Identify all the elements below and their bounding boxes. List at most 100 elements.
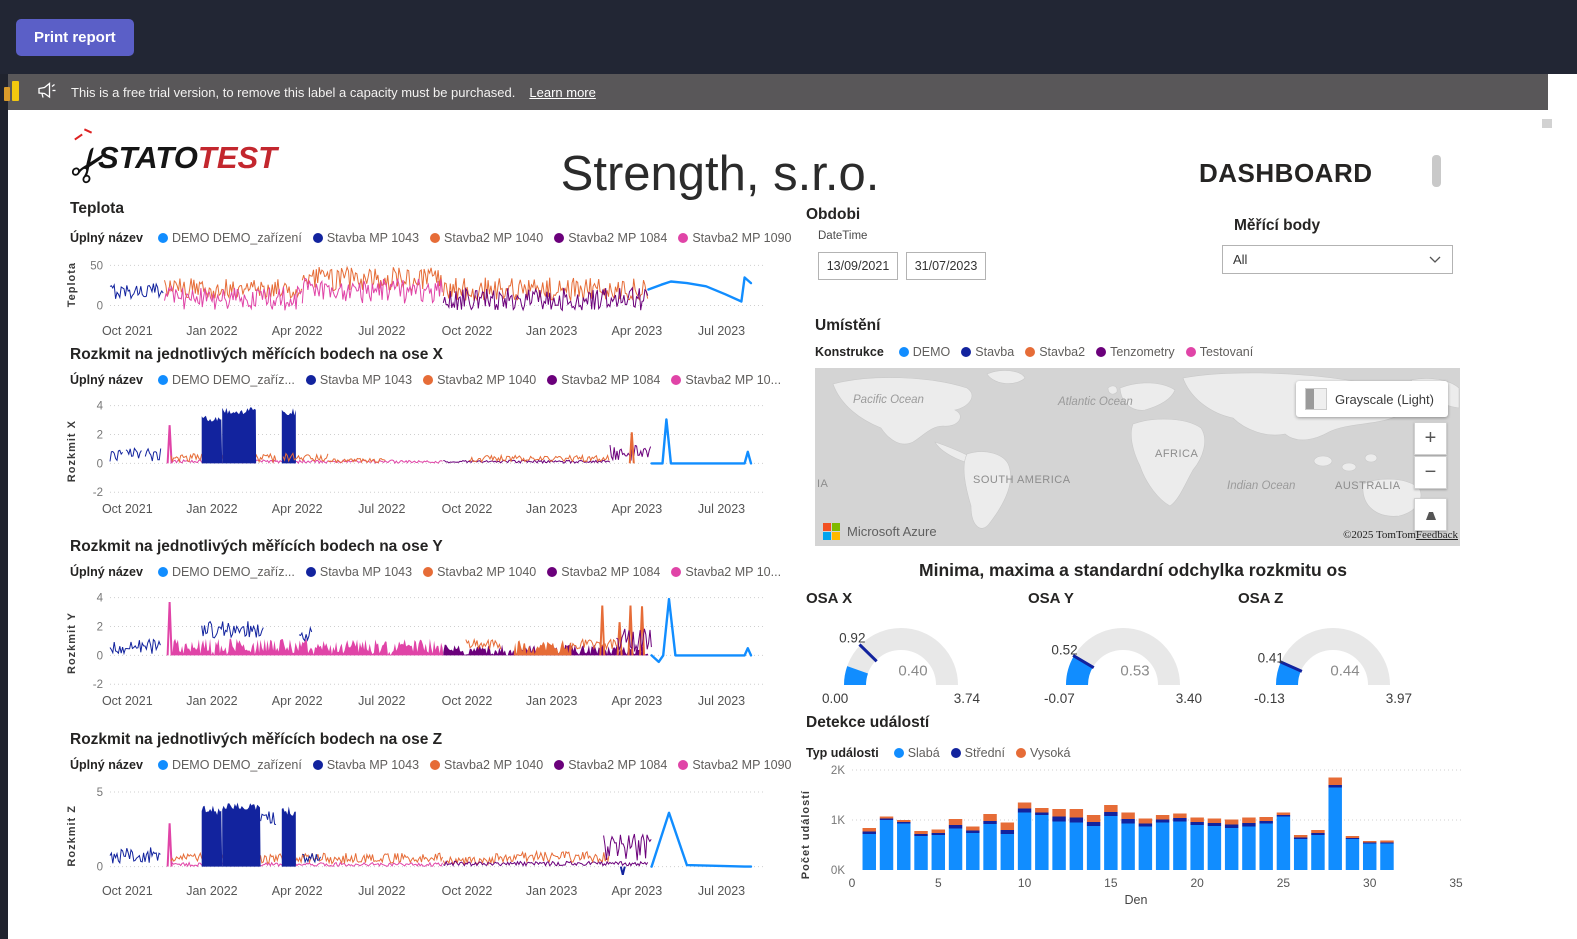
legend-item[interactable]: DEMO DEMO_zaříz... [157,565,295,579]
rozkmit-z-chart[interactable]: 0 5 Oct 2021 Jan 2022 Apr 2022 Jul 2022 Oct 20… [60,778,765,900]
legend-item[interactable]: Stavba MP 1043 [312,758,419,772]
map-style-button[interactable]: Grayscale (Light) [1296,381,1448,417]
legend-item[interactable]: Tenzometry [1096,345,1175,359]
learn-more-link[interactable]: Learn more [529,84,596,100]
gauge-max: 3.74 [953,691,980,706]
svg-text:Oct 2021: Oct 2021 [102,884,153,898]
svg-text:Jan 2022: Jan 2022 [186,694,237,708]
legend-item[interactable]: DEMO DEMO_zaříz... [157,373,295,387]
azure-attribution: Microsoft Azure [823,523,937,540]
report-title: Strength, s.r.o. [560,147,880,201]
legend-item[interactable]: Stavba MP 1043 [312,231,419,245]
legend-item-label: DEMO DEMO_zaříz... [171,373,295,387]
legend-item[interactable]: Stavba2 MP 1090 [678,758,792,772]
legend-item-label: Stavba2 MP 1090 [692,231,792,245]
legend-item-label: Stavba2 MP 10... [685,565,782,579]
legend-dot [312,233,323,243]
map-pitch-button[interactable] [1414,498,1447,531]
chart-title-rozkmit-y: Rozkmit na jednotlivých měřících bodech … [70,538,443,555]
print-report-button[interactable]: Print report [16,19,134,56]
legend-item-label: Vysoká [1029,746,1071,760]
world-map[interactable]: Grayscale (Light) + − Microsoft Azure ©2… [815,368,1460,546]
gauge-current-value: 0.40 [898,662,928,680]
legend-item[interactable]: Stavba MP 1043 [305,373,413,387]
legend-item[interactable]: Stavba2 [1025,345,1085,359]
gauge-min: -0.13 [1254,691,1285,706]
legend-konstrukce: Konstrukce DEMO Stavba Stavba2 Tenzometry Te… [815,345,1253,359]
svg-text:Apr 2023: Apr 2023 [612,694,663,708]
events-bar-chart[interactable]: 0K 1K 2K 0 5 10 15 20 25 30 35 [810,764,1466,892]
legend-item[interactable]: Stavba2 MP 1084 [547,373,660,387]
gauge-arc: 0.52 0.53 [1028,609,1218,689]
gauge-osa-x[interactable]: OSA X 0.92 0.40 0.00 3.74 [806,590,996,706]
legend-item[interactable]: Stavba [961,345,1014,359]
scrollbar-nub[interactable] [1542,119,1552,128]
legend-dot [671,375,682,385]
date-to-input[interactable] [906,252,986,280]
legend-item-label: DEMO DEMO_zaříz... [171,565,295,579]
legend-item-label: Stavba2 MP 1040 [437,373,537,387]
legend-dot [678,233,689,243]
map-title: Umístění [815,317,881,334]
logo-text-stato: STATO [98,140,198,175]
legend-item[interactable]: Stavba2 MP 1040 [430,758,543,772]
legend-title: Úplný název [70,231,143,245]
svg-text:5: 5 [97,787,103,799]
map-zoom-in-button[interactable]: + [1414,422,1447,455]
legend-item[interactable]: Stavba2 MP 1084 [547,565,660,579]
obdobi-title: Obdobi [806,206,861,223]
legend-item-label: Stavba MP 1043 [319,373,413,387]
legend-item[interactable]: Stavba2 MP 1040 [423,373,536,387]
gauge-osa-y[interactable]: OSA Y 0.52 0.53 -0.07 3.40 [1028,590,1218,706]
legend-item-label: Stavba2 MP 1040 [444,231,544,245]
map-feedback-link[interactable]: Feedback [1415,529,1458,541]
map-zoom-out-button[interactable]: − [1414,456,1447,489]
legend-rozkmit-z: Úplný název DEMO DEMO_zařízení Stavba MP … [70,758,792,772]
merici-body-title: Měřící body [1234,217,1321,234]
rozkmit-y-chart[interactable]: -2 0 2 4 Oct 2021 Jan 2022 Apr 2022 Jul 2022 Oct… [60,584,765,710]
legend-item[interactable]: DEMO DEMO_zařízení [157,231,302,245]
legend-item[interactable]: Vysoká [1015,746,1071,760]
legend-item[interactable]: Stavba2 MP 1084 [554,231,667,245]
legend-item[interactable]: Stavba2 MP 1040 [430,231,543,245]
rozkmit-x-chart[interactable]: -2 0 2 4 Oct 2021 Jan 2022 Apr 2022 Jul 2022 Oct… [60,392,765,518]
dashboard-label: DASHBOARD [1199,158,1373,188]
svg-text:Jul 2022: Jul 2022 [358,502,405,516]
gauge-label: OSA Y [1028,590,1074,607]
legend-dot [157,567,168,577]
legend-item[interactable]: Střední [950,746,1005,760]
legend-dot [547,567,558,577]
legend-item-label: Stavba2 MP 1084 [568,758,668,772]
legend-dot [430,760,441,770]
date-from-input[interactable] [818,252,898,280]
svg-text:0: 0 [849,876,856,890]
legend-item[interactable]: Testovaní [1185,345,1253,359]
map-style-icon [1305,388,1327,410]
legend-dot [157,233,168,243]
legend-item[interactable]: DEMO DEMO_zařízení [157,758,302,772]
legend-item-label: Stavba [975,345,1015,359]
legend-dot [157,375,168,385]
svg-text:Oct 2022: Oct 2022 [442,884,493,898]
legend-dot [898,347,909,357]
merici-body-dropdown[interactable]: All [1222,245,1453,274]
legend-item[interactable]: Slabá [893,746,940,760]
legend-item-label: Stavba2 [1039,345,1086,359]
legend-item[interactable]: Stavba2 MP 1090 [678,231,792,245]
scrollbar-thumb[interactable] [1432,155,1441,187]
gauge-label: OSA Z [1238,590,1284,607]
legend-item[interactable]: Stavba2 MP 1084 [554,758,667,772]
svg-text:Jul 2022: Jul 2022 [358,884,405,898]
legend-item[interactable]: Stavba2 MP 10... [671,373,781,387]
svg-text:Apr 2023: Apr 2023 [612,324,663,338]
legend-item[interactable]: Stavba2 MP 10... [671,565,781,579]
teplota-chart[interactable]: 0 50 Oct 2021 Jan 2022 Apr 2022 Jul 2022 Oct 2… [60,254,765,340]
gauge-label: OSA X [806,590,853,607]
legend-item[interactable]: Stavba MP 1043 [305,565,412,579]
gauge-osa-z[interactable]: OSA Z 0.41 0.44 -0.13 3.97 [1238,590,1428,706]
legend-item[interactable]: Stavba2 MP 1040 [423,565,536,579]
legend-item-label: Stavba2 MP 1084 [568,231,668,245]
legend-item[interactable]: DEMO [898,345,950,359]
map-style-label: Grayscale (Light) [1335,391,1434,407]
svg-text:20: 20 [1190,876,1204,890]
